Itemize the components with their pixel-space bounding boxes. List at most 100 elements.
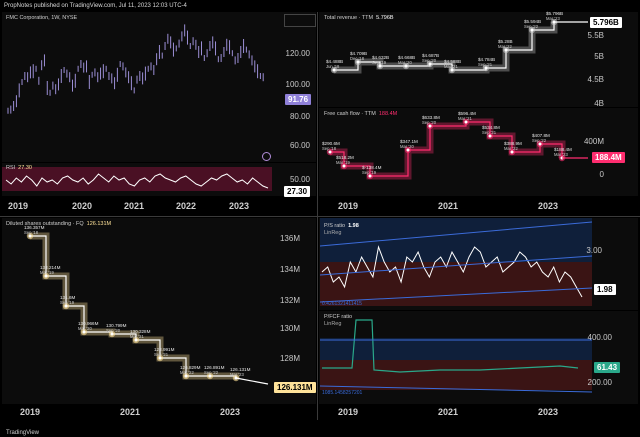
revenue-g-period: Dec '18 [350, 56, 365, 61]
revenue-g-point-core [378, 64, 382, 68]
ps-title: P/S ratio 1.98 [324, 223, 359, 229]
ps-title-text: P/S ratio [324, 223, 346, 229]
pfcf-ytick: 200.00 [587, 378, 612, 387]
fcf-g-point-core [406, 148, 410, 152]
shares-g-point-core [82, 330, 86, 334]
fcf-g-point-core [538, 142, 542, 146]
ps-channel-mid [319, 255, 593, 276]
shares-g-period: Sep '20 [106, 328, 121, 333]
shares-g-point-core [110, 332, 114, 336]
revenue-g-period: Mar '20 [398, 60, 413, 65]
pfcf-upper-band [320, 338, 592, 362]
fcf-g-period: Sep '18 [322, 146, 337, 151]
price-ytick: 60.00 [289, 141, 310, 150]
rsi-last-tag: 27.30 [284, 186, 311, 197]
fcf-g-period: Sep '22 [532, 138, 547, 143]
left-xtick: 2023 [229, 201, 250, 211]
fcf-g-period: Mar '19 [336, 160, 351, 165]
ps-channel-lower [319, 287, 593, 303]
price-title: FMC Corporation, 1W, NYSE [6, 15, 78, 21]
pfcf-last-tag: 61.43 [594, 362, 621, 373]
fcf-g-period: Mar '20 [400, 144, 415, 149]
shares-tail [235, 377, 269, 385]
price-ytick: 120.00 [285, 49, 310, 58]
fcf-g-point-core [368, 174, 372, 178]
fcf-g-period: Sep '20 [422, 120, 437, 125]
shares-xtick: 2019 [20, 407, 41, 417]
ps-footnote: 0.4261321411415 [322, 301, 362, 307]
fcf-g-period: Sep '21 [482, 130, 497, 135]
shares-g-period: Mar '20 [78, 326, 93, 331]
fcf-g-label: $290.6M [322, 141, 340, 146]
shares-ytick: 130M [279, 324, 300, 333]
shares-g-label: 128.991M [154, 347, 175, 352]
shares-g-line [30, 235, 237, 378]
shares-g-label: 130.328M [130, 329, 151, 334]
revenue-g-period: Sep '19 [372, 60, 387, 65]
footer-brand: TradingView [6, 430, 40, 436]
shares-ytick: 134M [279, 265, 300, 274]
rsi-title: RSI 27.30 [6, 165, 32, 171]
rsi-value: 27.30 [18, 165, 32, 171]
fcf-g-period: Mar '23 [554, 152, 569, 157]
revenue-g-point-core [484, 66, 488, 70]
right-xtick: 2023 [538, 201, 559, 211]
pfcf-xtick: 2023 [538, 407, 559, 417]
revenue-g-label: $4.784B [478, 57, 495, 62]
shares-g-label: 126.829M [180, 365, 201, 370]
publish-line: PropNotes published on TradingView.com, … [4, 3, 187, 9]
shares-g-period: Mar '22 [180, 370, 195, 375]
pfcf-subtitle: LinReg [324, 321, 342, 327]
pfcf-footnote: 1085.1458257201 [322, 390, 363, 396]
revenue-g-label: $4.668B [398, 55, 415, 60]
fcf-g-line [330, 121, 563, 177]
revenue-ytick: 4.5B [587, 75, 604, 84]
revenue-ytick: 5.5B [587, 31, 604, 40]
revenue-panel [319, 12, 638, 107]
fcf-g-label: $633.8M [422, 115, 440, 120]
shares-g-label: 130.799M [106, 323, 127, 328]
fcf-g-label: $347.1M [400, 139, 418, 144]
shares-g-point-core [134, 338, 138, 342]
revenue-title-value: 5.796B [376, 15, 394, 21]
revenue-g-label: $4.632B [372, 55, 389, 60]
revenue-g-point-core [504, 48, 508, 52]
fcf-ytick: 400M [583, 137, 604, 146]
fcf-title-value: 188.4M [378, 111, 398, 117]
ps-channel-upper [319, 221, 593, 247]
right-xtick: 2019 [338, 201, 359, 211]
shares-panel [2, 218, 316, 404]
shares-ytick: 128M [279, 354, 300, 363]
shares-title-value: 126.131M [86, 221, 112, 227]
shares-ytick: 132M [279, 296, 300, 305]
revenue-g-label: $4.488B [326, 59, 343, 64]
rsi-label: RSI [6, 165, 16, 171]
revenue-g-period: Mar '22 [498, 44, 513, 49]
shares-xtick: 2021 [120, 407, 141, 417]
fcf-g-period: Mar '21 [458, 116, 473, 121]
revenue-g-period: Sep '22 [524, 24, 539, 29]
shares-g-point-core [64, 304, 68, 308]
ps-subtitle: LinReg [324, 230, 342, 236]
pfcf-ytick: 400.00 [587, 333, 612, 342]
shares-title-text: Diluted shares outstanding · FQ [6, 221, 84, 227]
revenue-g-period: Mar '21 [444, 64, 459, 69]
shares-g-label: 126.131M [230, 367, 251, 372]
left-xtick: 2022 [176, 201, 197, 211]
revenue-g-point-core [356, 60, 360, 64]
shares-g-point-core [28, 234, 32, 238]
left-xtick: 2019 [8, 201, 29, 211]
revenue-g-point-core [450, 68, 454, 72]
revenue-g-period: Sep '21 [478, 62, 493, 67]
rsi-ytick: 50.00 [289, 175, 310, 184]
fcf-g-point-core [488, 134, 492, 138]
fcf-g-label: $596.4M [458, 111, 476, 116]
revenue-g-label: $4.687B [422, 53, 439, 58]
fcf-g-label: $534.8M [482, 125, 500, 130]
fcf-g-point-core [464, 120, 468, 124]
pfcf-lower-band [320, 360, 592, 390]
price-panel [2, 12, 316, 162]
fcf-panel [319, 108, 638, 196]
